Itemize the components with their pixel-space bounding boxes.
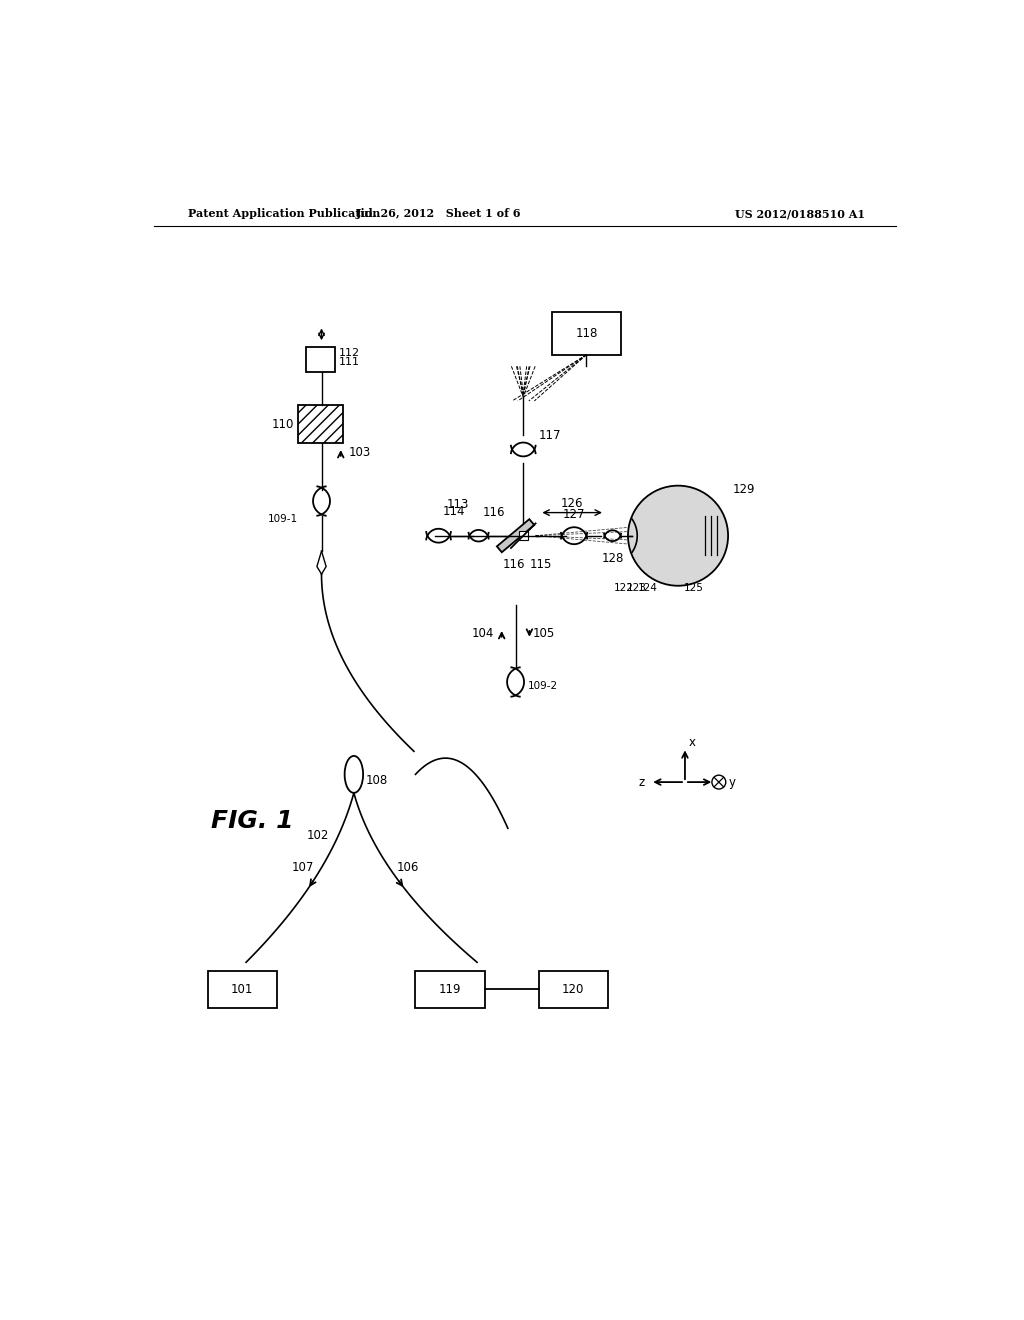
- Text: 106: 106: [397, 862, 420, 874]
- Bar: [306, 347, 336, 372]
- Text: 124: 124: [638, 583, 658, 594]
- Text: 109-1: 109-1: [268, 513, 298, 524]
- Text: y: y: [729, 776, 736, 788]
- Text: 116: 116: [482, 506, 505, 519]
- Bar: [298, 405, 343, 444]
- Text: 120: 120: [562, 982, 585, 995]
- Bar: [208, 970, 276, 1007]
- Text: 127: 127: [563, 508, 586, 520]
- Ellipse shape: [345, 756, 364, 793]
- Text: 110: 110: [271, 417, 294, 430]
- Text: 113: 113: [447, 499, 469, 511]
- Text: x: x: [689, 735, 696, 748]
- Bar: [416, 970, 484, 1007]
- Text: FIG. 1: FIG. 1: [211, 809, 294, 833]
- Text: 117: 117: [539, 429, 561, 442]
- Bar: [552, 313, 621, 355]
- Text: z: z: [639, 776, 645, 788]
- Text: 101: 101: [231, 982, 253, 995]
- Text: 103: 103: [348, 446, 371, 459]
- Text: Patent Application Publication: Patent Application Publication: [188, 209, 381, 219]
- Bar: [518, 531, 528, 540]
- Text: 109-2: 109-2: [528, 681, 558, 690]
- Text: 119: 119: [439, 982, 462, 995]
- Text: 129: 129: [733, 483, 756, 496]
- Circle shape: [628, 486, 728, 586]
- Text: 116: 116: [503, 558, 525, 572]
- Text: 118: 118: [575, 327, 598, 341]
- Text: 115: 115: [529, 558, 552, 572]
- Text: 126: 126: [561, 496, 584, 510]
- Text: 105: 105: [532, 627, 555, 640]
- Text: 107: 107: [291, 862, 313, 874]
- Text: 104: 104: [472, 627, 494, 640]
- Text: 111: 111: [339, 358, 359, 367]
- Text: 122: 122: [614, 583, 634, 594]
- Text: 114: 114: [442, 504, 465, 517]
- Text: 112: 112: [339, 348, 359, 358]
- Text: 108: 108: [366, 774, 388, 787]
- Text: Jul. 26, 2012   Sheet 1 of 6: Jul. 26, 2012 Sheet 1 of 6: [355, 209, 521, 219]
- Text: 128: 128: [601, 552, 624, 565]
- Text: US 2012/0188510 A1: US 2012/0188510 A1: [735, 209, 865, 219]
- Bar: [539, 970, 608, 1007]
- Text: 123: 123: [628, 583, 647, 594]
- Text: 102: 102: [306, 829, 329, 842]
- Polygon shape: [497, 519, 535, 552]
- Text: 125: 125: [683, 583, 703, 594]
- Circle shape: [712, 775, 726, 789]
